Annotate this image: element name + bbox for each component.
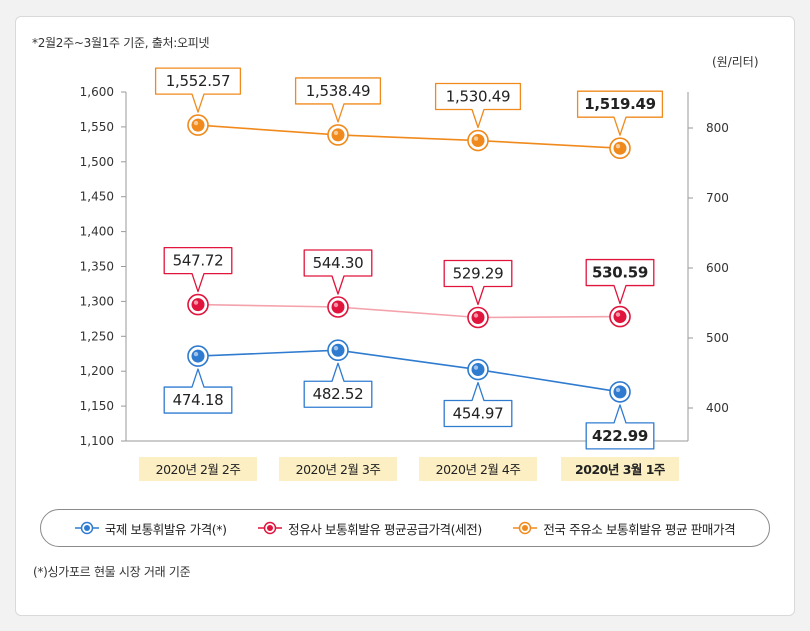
legend-marker-orange	[513, 521, 538, 535]
data-point-shine	[615, 312, 621, 317]
series-line	[197, 349, 621, 393]
category-bg	[419, 457, 537, 481]
data-point-shine	[473, 365, 479, 370]
data-point-shine	[615, 387, 621, 393]
data-point-shine	[193, 300, 199, 305]
data-label-box	[585, 258, 655, 305]
data-label: 547.72	[173, 252, 224, 270]
data-label-box	[154, 67, 242, 113]
data-label-box	[443, 259, 513, 306]
data-label: 482.52	[313, 385, 364, 403]
data-point	[613, 385, 627, 399]
legend: 국제 보통휘발유 가격(*) 정유사 보통휘발유 평균공급가격(세전) 전국 주…	[40, 509, 770, 547]
legend-item-refinery: 정유사 보통휘발유 평균공급가격(세전)	[258, 519, 482, 538]
data-label-box	[163, 246, 233, 293]
data-label: 422.99	[592, 427, 648, 445]
data-label-box	[585, 404, 655, 450]
right-tick-label: 500	[706, 331, 729, 345]
data-point	[331, 300, 345, 314]
data-point	[471, 310, 485, 324]
data-point	[191, 349, 205, 363]
data-label: 1,552.57	[166, 72, 230, 90]
data-label-box	[576, 90, 664, 136]
data-label-box	[163, 368, 233, 414]
legend-label-refinery: 정유사 보통휘발유 평균공급가격(세전)	[288, 521, 482, 537]
data-label-box	[294, 77, 382, 123]
left-tick-label: 1,300	[80, 294, 114, 308]
data-point-shine	[193, 120, 199, 126]
source-note: *2월2주~3월1주 기준, 출처:오피넷	[32, 36, 210, 50]
right-tick-label: 700	[706, 191, 729, 205]
legend-marker-blue	[74, 521, 99, 535]
left-tick-label: 1,200	[80, 364, 114, 378]
category-label: 2020년 2월 2주	[156, 462, 241, 477]
left-tick-label: 1,550	[80, 120, 114, 134]
legend-label-international: 국제 보통휘발유 가격(*)	[104, 521, 227, 537]
category-bg	[139, 457, 257, 481]
series-line	[197, 124, 621, 149]
left-tick-label: 1,350	[80, 260, 114, 274]
category-bg	[279, 457, 397, 481]
data-point	[471, 363, 485, 377]
category-label: 2020년 2월 3주	[296, 462, 381, 477]
left-tick-label: 1,500	[80, 155, 114, 169]
data-point-shine	[193, 351, 199, 357]
category-bg	[561, 457, 679, 481]
legend-item-station: 전국 주유소 보통휘발유 평균 판매가격	[513, 519, 736, 538]
left-tick-label: 1,450	[80, 190, 114, 204]
data-point-shine	[473, 136, 479, 141]
right-tick-label: 600	[706, 261, 729, 275]
left-tick-label: 1,250	[80, 329, 114, 343]
data-label: 1,538.49	[306, 82, 370, 100]
right-tick-label: 400	[706, 401, 729, 415]
data-label: 1,519.49	[584, 95, 656, 113]
category-label: 2020년 2월 4주	[436, 462, 521, 477]
data-label: 474.18	[173, 391, 224, 409]
data-label: 544.30	[313, 254, 364, 272]
legend-marker-red	[258, 521, 283, 535]
category-label: 2020년 3월 1주	[575, 462, 666, 477]
data-point	[191, 298, 205, 312]
footnote: (*)싱가포르 현물 시장 거래 기준	[33, 565, 191, 579]
left-tick-label: 1,100	[80, 434, 114, 448]
left-tick-label: 1,150	[80, 399, 114, 413]
left-tick-label: 1,600	[80, 85, 114, 99]
data-label: 529.29	[453, 264, 504, 282]
left-tick-label: 1,400	[80, 225, 114, 239]
data-point	[613, 141, 627, 155]
data-point	[331, 343, 345, 357]
data-point-shine	[333, 302, 339, 308]
series-line	[197, 303, 621, 319]
data-label: 1,530.49	[446, 88, 510, 106]
data-point	[471, 134, 485, 148]
legend-label-station: 전국 주유소 보통휘발유 평균 판매가격	[543, 521, 736, 537]
data-label-box	[443, 381, 513, 428]
data-label-box	[303, 249, 373, 295]
data-point	[191, 118, 205, 132]
data-label-box	[303, 362, 373, 408]
right-tick-label: 800	[706, 121, 729, 135]
data-point-shine	[473, 313, 479, 318]
data-label: 530.59	[592, 264, 648, 282]
data-point	[613, 310, 627, 324]
data-point-shine	[333, 130, 339, 136]
data-point-shine	[615, 143, 621, 149]
data-point-shine	[333, 346, 339, 351]
data-label: 454.97	[453, 405, 504, 423]
data-label-box	[434, 82, 522, 129]
unit-label: (원/리터)	[712, 55, 759, 69]
data-point	[331, 128, 345, 142]
legend-item-international: 국제 보통휘발유 가격(*)	[74, 519, 227, 538]
